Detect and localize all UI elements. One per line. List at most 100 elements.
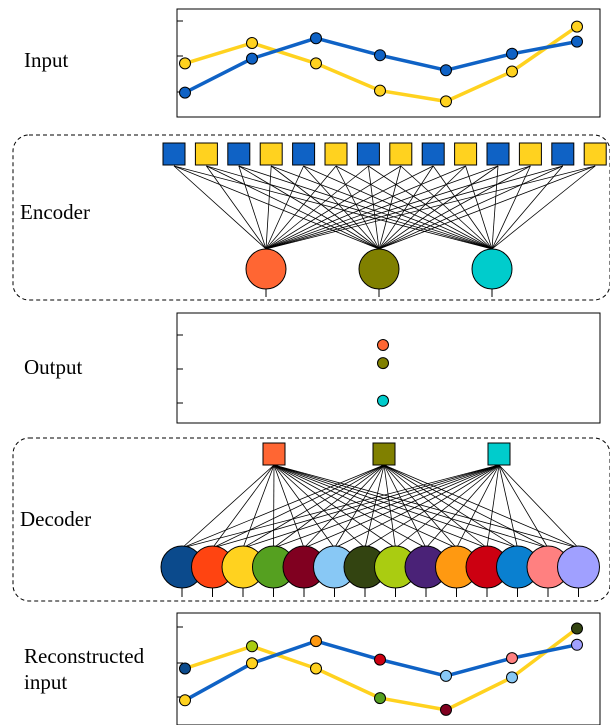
yellow-series-point [246, 640, 258, 653]
decoder-input-node [487, 442, 511, 466]
decoder-connection [181, 464, 500, 549]
blue-series-point [246, 52, 258, 65]
decoder-connection [383, 464, 518, 549]
encoder-connection [378, 165, 563, 250]
yellow-series-point [374, 84, 386, 97]
decoder-connection [498, 464, 549, 549]
decoder-connection [425, 464, 500, 549]
encoder-connection [378, 165, 434, 250]
decoder-network [160, 442, 600, 597]
decoder-connection [383, 464, 457, 549]
encoder-connection [432, 165, 493, 250]
decoder-connection [383, 464, 427, 549]
decoder-connection [303, 464, 385, 549]
encoder-connection [238, 165, 267, 250]
reconstructed-label-line2: input [24, 670, 67, 694]
latent-node [471, 248, 513, 290]
blue-series-point [179, 694, 191, 707]
input-plot-frame [176, 8, 601, 118]
blue-series-point [179, 86, 191, 99]
output-plot-frame [176, 312, 601, 424]
decoder-connection [273, 464, 275, 549]
decoder-connection [273, 464, 335, 549]
encoder-box [12, 134, 610, 301]
decoder-connection [273, 464, 488, 549]
encoder-input-node [389, 142, 413, 166]
blue-series-point [571, 638, 583, 651]
reconstructed-plot [179, 622, 583, 716]
encoder-connection [173, 165, 380, 250]
decoder-connection [395, 464, 500, 549]
output-plot [377, 339, 389, 407]
decoder-connection [498, 464, 518, 549]
decoder-connection [303, 464, 500, 549]
yellow-series-point [179, 662, 191, 675]
encoder-input-node [421, 142, 445, 166]
blue-series-point [506, 47, 518, 60]
decoder-connection [181, 464, 385, 549]
blue-series-point [506, 652, 518, 665]
decoder-connection [273, 464, 385, 549]
encoder-connection [400, 165, 493, 250]
encoder-label: Encoder [20, 200, 90, 224]
yellow-series-point [440, 703, 452, 716]
encoder-connection [368, 165, 380, 250]
decoder-input-node [372, 442, 396, 466]
decoder-connection [212, 464, 500, 549]
decoder-connection [181, 464, 275, 549]
input-plot [179, 20, 583, 108]
latent-code-point [377, 394, 389, 407]
encoder-input-node [194, 142, 218, 166]
yellow-series-point [506, 671, 518, 684]
blue-series-point [571, 35, 583, 48]
encoder-connection [265, 165, 531, 250]
encoder-network [162, 142, 607, 297]
decoder-connection [273, 464, 427, 549]
encoder-connection [265, 165, 434, 250]
decoder-connection [383, 464, 579, 549]
decoder-connection [242, 464, 275, 549]
encoder-connection [491, 165, 564, 250]
encoder-connection [206, 165, 267, 250]
yellow-series-point [506, 65, 518, 78]
decoder-connection [364, 464, 500, 549]
encoder-connection [173, 165, 267, 250]
encoder-input-node [486, 142, 510, 166]
decoder-connection [212, 464, 275, 549]
encoder-input-node [583, 142, 607, 166]
latent-node [245, 248, 287, 290]
encoder-input-node [356, 142, 380, 166]
decoder-connection [273, 464, 396, 549]
yellow-series-point [179, 57, 191, 70]
decoder-connection [498, 464, 579, 549]
encoder-connection [465, 165, 493, 250]
encoder-connection [491, 165, 499, 250]
decoder-connection [334, 464, 385, 549]
encoder-connection [335, 165, 380, 250]
encoder-input-node [551, 142, 575, 166]
decoder-connection [334, 464, 500, 549]
encoder-input-node [162, 142, 186, 166]
encoder-connection [378, 165, 531, 250]
encoder-connection [378, 165, 402, 250]
yellow-series-point [246, 37, 258, 49]
blue-series-point [310, 635, 322, 648]
decoder-label: Decoder [20, 507, 91, 531]
blue-series-point [440, 64, 452, 77]
encoder-connection [238, 165, 380, 250]
decoder-connection [212, 464, 385, 549]
encoder-connection [265, 165, 596, 250]
reconstructed-label-line1: Reconstructed [24, 644, 145, 668]
decoder-box [12, 437, 610, 602]
encoder-connection [378, 165, 499, 250]
reconstructed-plot-frame [176, 612, 601, 725]
encoder-connection [265, 165, 499, 250]
latent-node [358, 248, 400, 290]
encoder-input-node [259, 142, 283, 166]
blue-series-point [374, 653, 386, 666]
encoder-connection [491, 165, 531, 250]
yellow-series-point [310, 662, 322, 675]
yellow-series-point [571, 622, 583, 635]
decoder-connection [273, 464, 500, 549]
